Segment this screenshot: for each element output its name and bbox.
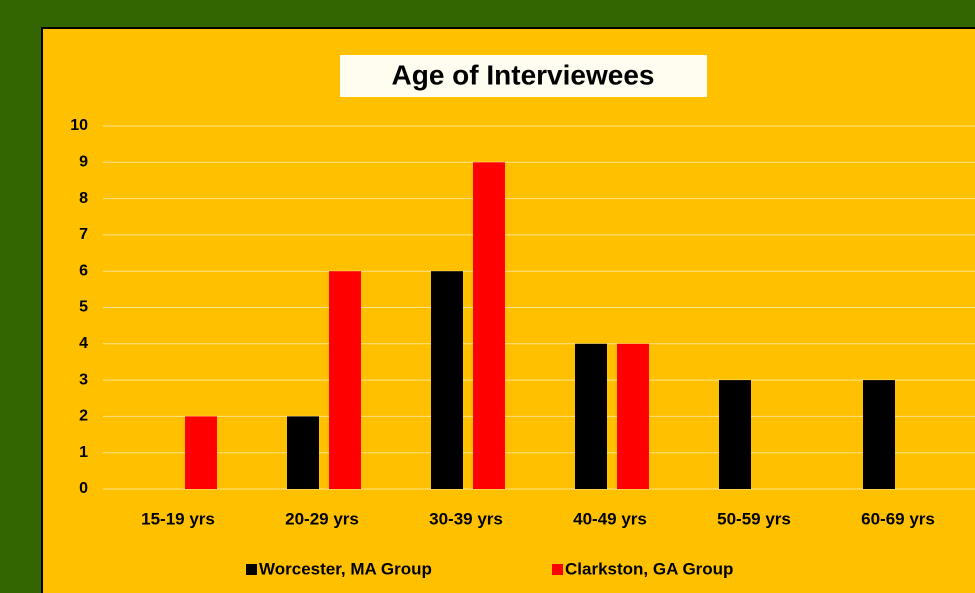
- legend-swatch: [246, 564, 257, 575]
- y-tick-label: 5: [79, 299, 88, 316]
- y-tick-label: 4: [79, 335, 88, 352]
- x-tick-label: 60-69 yrs: [861, 509, 935, 528]
- legend-label: Clarkston, GA Group: [565, 559, 733, 578]
- bar: [329, 271, 361, 489]
- y-tick-label: 7: [79, 226, 88, 243]
- y-tick-label: 1: [79, 444, 88, 461]
- bar: [185, 416, 217, 489]
- y-tick-label: 6: [79, 262, 88, 279]
- x-tick-label: 30-39 yrs: [429, 509, 503, 528]
- bar: [473, 162, 505, 490]
- y-tick-label: 9: [79, 154, 88, 171]
- plot: 0 1 2 3 4 5 6 7 8 9 10 15-19 yrs 20-29 yrs 30-39 yrs 4…: [70, 117, 975, 578]
- bar: [287, 416, 319, 489]
- y-tick-label: 8: [79, 190, 88, 207]
- bar: [575, 343, 607, 489]
- x-tick-label: 50-59 yrs: [717, 509, 791, 528]
- legend-swatch: [552, 564, 563, 575]
- y-tick-label: 2: [79, 408, 88, 425]
- y-tick-label: 10: [70, 117, 88, 134]
- y-tick-label: 3: [79, 371, 88, 388]
- chart-title: Age of Interviewees: [392, 59, 655, 90]
- chart-panel: [41, 27, 975, 593]
- legend-label: Worcester, MA Group: [259, 559, 432, 578]
- bar: [863, 380, 895, 489]
- x-tick-label: 40-49 yrs: [573, 509, 647, 528]
- x-tick-label: 15-19 yrs: [141, 509, 215, 528]
- bar: [617, 343, 649, 489]
- title-box: [340, 55, 707, 97]
- bar: [431, 271, 463, 489]
- x-tick-label: 20-29 yrs: [285, 509, 359, 528]
- bar: [719, 380, 751, 489]
- y-tick-label: 0: [79, 480, 88, 497]
